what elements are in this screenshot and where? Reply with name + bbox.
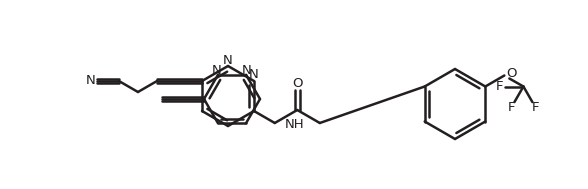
Text: O: O — [292, 77, 303, 90]
Text: NH: NH — [285, 119, 305, 132]
Text: F: F — [496, 80, 503, 93]
Text: F: F — [532, 101, 539, 114]
Text: N: N — [86, 74, 96, 88]
Text: O: O — [506, 67, 517, 80]
Text: N: N — [249, 68, 259, 81]
Text: N: N — [212, 64, 222, 77]
Text: F: F — [507, 101, 515, 114]
Text: N: N — [242, 64, 252, 77]
Text: N: N — [223, 53, 233, 67]
